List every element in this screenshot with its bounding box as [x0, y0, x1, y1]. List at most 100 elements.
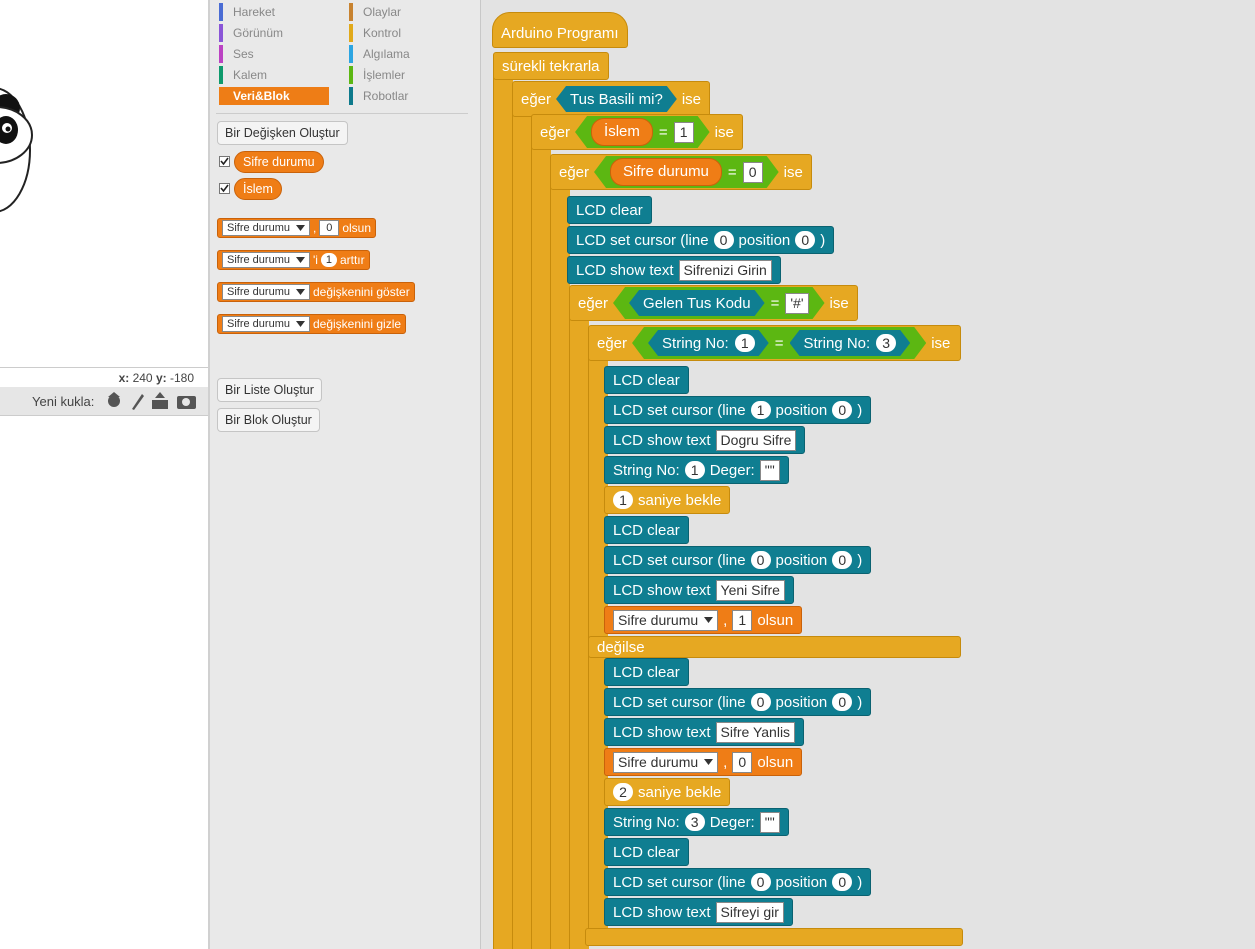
- make-block-button[interactable]: Bir Blok Oluştur: [217, 408, 320, 432]
- dropdown[interactable]: Sifre durumu: [222, 316, 310, 332]
- block-text: ise: [783, 163, 803, 181]
- dropdown[interactable]: Sifre durumu: [222, 252, 310, 268]
- number-input[interactable]: 0: [832, 873, 853, 891]
- block-text: =: [727, 163, 737, 181]
- number-input[interactable]: 0: [832, 693, 853, 711]
- variable-reporter[interactable]: Sifre durumu: [234, 151, 324, 173]
- lcd-block[interactable]: LCD clear: [567, 196, 652, 224]
- text-input[interactable]: Sifre Yanlis: [715, 721, 796, 743]
- control-block[interactable]: 1 saniye bekle: [604, 486, 731, 514]
- control-block[interactable]: 2 saniye bekle: [604, 778, 731, 806]
- number-input[interactable]: 2: [613, 783, 633, 801]
- y-label: y:: [155, 371, 167, 385]
- number-input[interactable]: 1: [735, 334, 755, 352]
- category[interactable]: Kontrol: [349, 24, 459, 42]
- make-variable-button[interactable]: Bir Değişken Oluştur: [217, 121, 348, 145]
- dropdown[interactable]: Sifre durumu: [222, 284, 310, 300]
- number-input[interactable]: 3: [684, 813, 705, 831]
- var-block[interactable]: Sifre durumu, 0 olsun: [604, 748, 803, 776]
- dropdown[interactable]: Sifre durumu: [222, 220, 310, 236]
- category[interactable]: İşlemler: [349, 66, 459, 84]
- category[interactable]: Algılama: [349, 45, 459, 63]
- lcd-block[interactable]: LCD show text Sifre Yanlis: [604, 718, 805, 746]
- number-input[interactable]: 0: [750, 551, 771, 569]
- text-input[interactable]: "": [759, 459, 780, 481]
- number-input[interactable]: 0: [832, 551, 853, 569]
- hat-block[interactable]: Arduino Programı: [492, 12, 628, 48]
- value-input[interactable]: 1: [732, 609, 753, 631]
- lcd-block[interactable]: LCD clear: [604, 516, 689, 544]
- lcd-block[interactable]: LCD show text Sifreyi gir: [604, 898, 793, 926]
- number-input[interactable]: 0: [750, 693, 771, 711]
- dropdown[interactable]: Sifre durumu: [613, 751, 719, 773]
- lcd-block[interactable]: LCD set cursor (line 1 position 0): [604, 396, 872, 424]
- lcd-block[interactable]: LCD show text Yeni Sifre: [604, 576, 794, 604]
- lcd-block[interactable]: LCD clear: [604, 658, 689, 686]
- text-input[interactable]: Yeni Sifre: [715, 579, 785, 601]
- variable-reporter[interactable]: İslem: [234, 178, 282, 200]
- value-input[interactable]: 0: [732, 751, 753, 773]
- number-input[interactable]: 1: [750, 401, 771, 419]
- category[interactable]: Olaylar: [349, 3, 459, 21]
- category[interactable]: Kalem: [219, 66, 329, 84]
- category[interactable]: Görünüm: [219, 24, 329, 42]
- value-input[interactable]: 0: [319, 220, 340, 236]
- lcd-block[interactable]: LCD clear: [604, 838, 689, 866]
- number-input[interactable]: 1: [320, 253, 337, 267]
- block-text: position: [738, 231, 791, 249]
- text-input[interactable]: '#': [785, 293, 808, 314]
- checkbox[interactable]: [219, 183, 230, 194]
- value-input[interactable]: 1: [674, 122, 694, 143]
- lcd-block[interactable]: LCD clear: [604, 366, 689, 394]
- palette-block[interactable]: Sifre durumu, 0 olsun: [217, 218, 377, 238]
- text-input[interactable]: Sifrenizi Girin: [678, 259, 772, 281]
- palette-block[interactable]: Sifre durumu 'i 1 arttır: [217, 250, 370, 270]
- lcd-block[interactable]: LCD set cursor (line 0 position 0): [604, 546, 872, 574]
- palette-block[interactable]: Sifre durumu değişkenini gizle: [217, 314, 407, 334]
- block-text: ,: [723, 611, 728, 629]
- if-block[interactable]: eğer Gelen Tus Kodu = '#' ise: [569, 285, 858, 321]
- text-input[interactable]: Dogru Sifre: [715, 429, 797, 451]
- lcd-block[interactable]: LCD show text Dogru Sifre: [604, 426, 806, 454]
- value-input[interactable]: 0: [743, 162, 763, 183]
- block-text: =: [774, 334, 784, 352]
- block-text: position: [775, 551, 828, 569]
- make-list-button[interactable]: Bir Liste Oluştur: [217, 378, 322, 402]
- lcd-block[interactable]: String No: 3 Deger: "": [604, 808, 789, 836]
- lcd-block[interactable]: LCD set cursor (line 0 position 0): [604, 688, 872, 716]
- number-input[interactable]: 0: [832, 401, 853, 419]
- else-block[interactable]: değilse: [588, 636, 961, 658]
- text-input[interactable]: Sifreyi gir: [715, 901, 784, 923]
- number-input[interactable]: 1: [613, 491, 633, 509]
- variable-reporter: İslem: [591, 118, 653, 146]
- number-input[interactable]: 0: [713, 231, 734, 249]
- dropdown-text: Sifre durumu: [227, 222, 290, 234]
- category[interactable]: Ses: [219, 45, 329, 63]
- checkbox[interactable]: [219, 156, 230, 167]
- palette-block[interactable]: Sifre durumu değişkenini göster: [217, 282, 415, 302]
- block-text: position: [775, 401, 828, 419]
- if-block[interactable]: eğer İslem = 1 ise: [531, 114, 743, 150]
- if-block[interactable]: eğer Tus Basili mi? ise: [512, 81, 711, 117]
- var-block[interactable]: Sifre durumu, 1 olsun: [604, 606, 803, 634]
- number-input[interactable]: 0: [795, 231, 816, 249]
- text-input[interactable]: "": [759, 811, 780, 833]
- lcd-block[interactable]: LCD set cursor (line 0 position 0): [567, 226, 835, 254]
- dropdown[interactable]: Sifre durumu: [613, 609, 719, 631]
- sprite-icons[interactable]: [104, 391, 200, 411]
- block-text: olsun: [342, 221, 372, 235]
- category[interactable]: Hareket: [219, 3, 329, 21]
- if-block[interactable]: eğer Sifre durumu = 0 ise: [550, 154, 812, 190]
- block-text: LCD clear: [613, 521, 680, 539]
- lcd-block[interactable]: LCD set cursor (line 0 position 0): [604, 868, 872, 896]
- category[interactable]: Veri&Blok: [219, 87, 329, 105]
- stage: [0, 87, 33, 213]
- lcd-block[interactable]: String No: 1 Deger: "": [604, 456, 789, 484]
- category[interactable]: Robotlar: [349, 87, 459, 105]
- lcd-block[interactable]: LCD show text Sifrenizi Girin: [567, 256, 781, 284]
- number-input[interactable]: 0: [750, 873, 771, 891]
- control-block[interactable]: sürekli tekrarla: [493, 52, 609, 80]
- number-input[interactable]: 1: [684, 461, 705, 479]
- number-input[interactable]: 3: [876, 334, 896, 352]
- if-block[interactable]: eğer String No: 1 = String No: 3 ise: [588, 325, 961, 361]
